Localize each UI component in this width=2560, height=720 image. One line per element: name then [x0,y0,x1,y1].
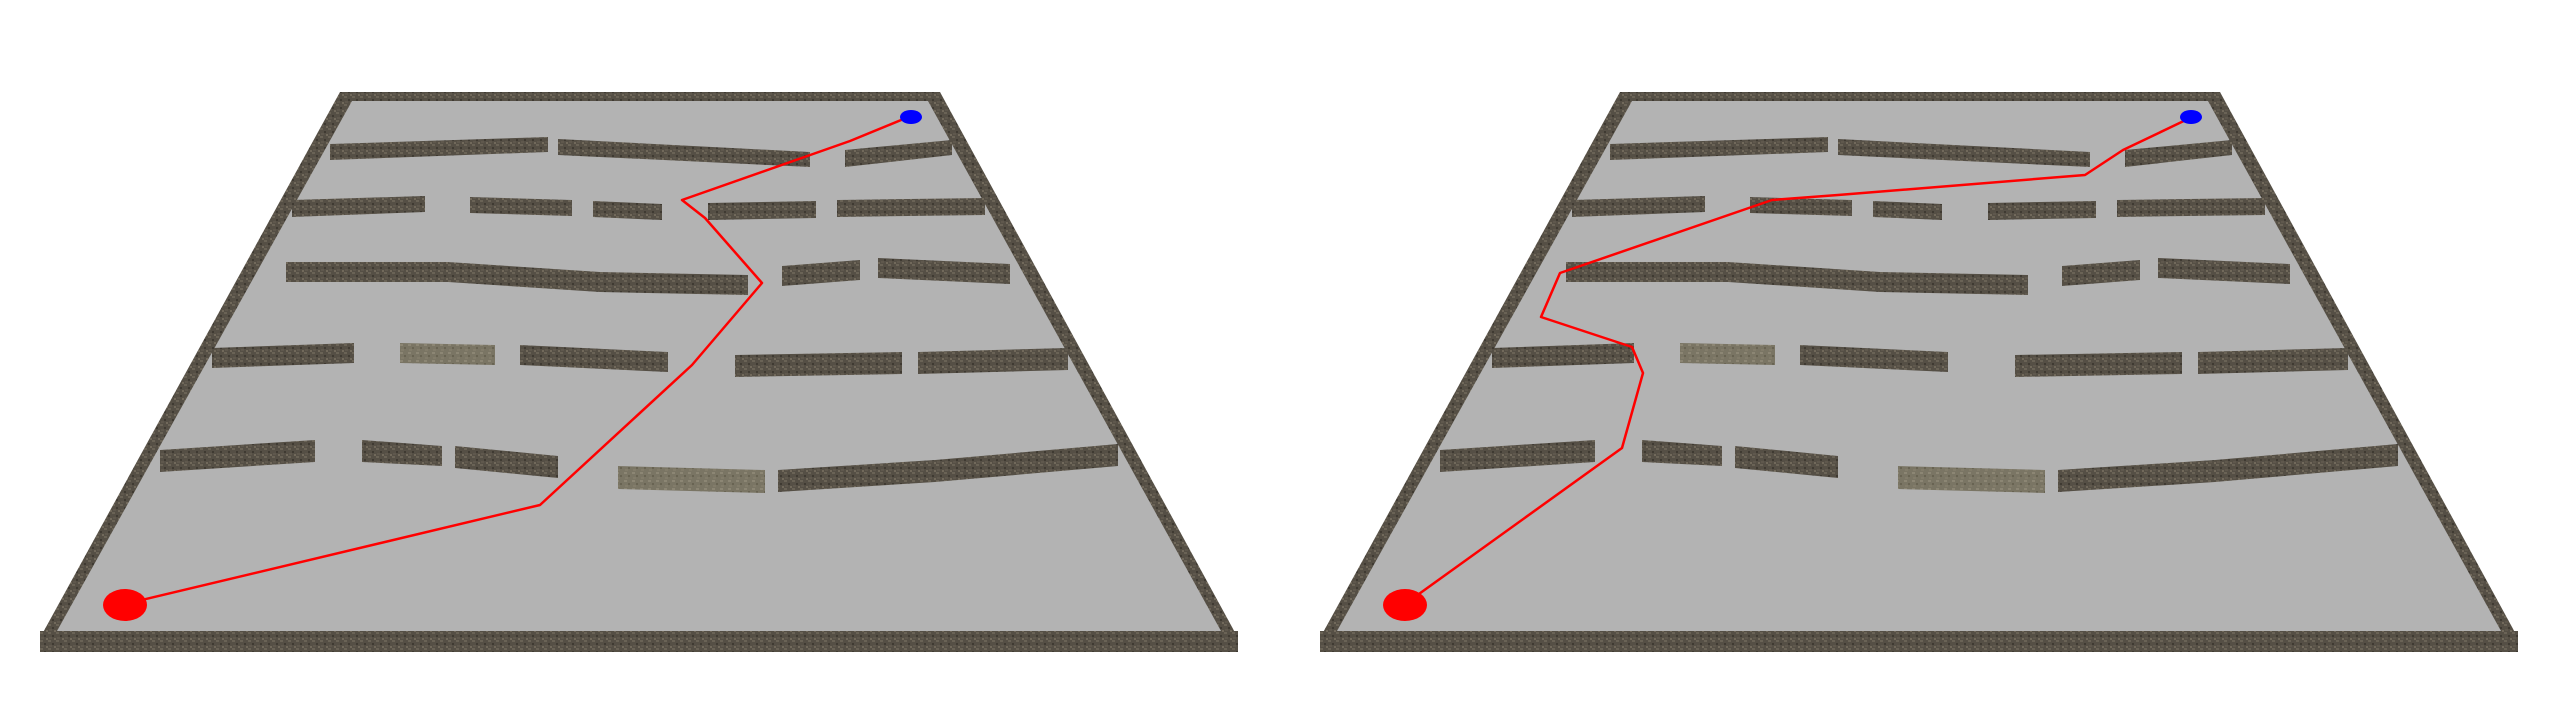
maze-wall-segment [1642,440,1722,466]
goal-marker [2180,110,2202,124]
maze-wall-segment [2015,352,2182,377]
maze-wall-segment [1800,345,1948,372]
wall-row-5 [160,440,1118,493]
wall-row-1 [330,137,952,167]
start-marker [1383,589,1427,621]
wall-row-3 [1566,258,2290,295]
maze-wall-segment [286,262,748,295]
maze-wall-segment [470,197,572,216]
maze-front-wall [1320,631,2518,652]
maze-wall-segment [2062,260,2140,286]
maze-wall-segment [212,343,354,368]
wall-row-2 [292,196,985,220]
maze-wall-segment [2058,444,2398,492]
maze-wall-segment [2198,348,2348,374]
wall-row-5 [1440,440,2398,493]
maze-wall-segment [1838,139,2090,167]
wall-row-4 [212,343,1068,377]
maze-wall-segment [558,139,810,167]
maze-wall-segment [362,440,442,466]
right-maze-view [1320,92,2518,652]
maze-front-wall [40,631,1238,652]
left-maze-view [40,92,1238,652]
maze-wall-segment [1735,446,1838,478]
maze-wall-segment [782,260,860,286]
maze-wall-segment [778,444,1118,492]
maze-wall-segment [1898,466,2045,493]
start-marker [103,589,147,621]
maze-wall-segment [455,446,558,478]
maze-wall-segment [1566,262,2028,295]
maze-wall-segment [292,196,425,217]
maze-wall-segment [708,201,816,220]
maze-wall-segment [1750,197,1852,216]
maze-wall-segment [918,348,1068,374]
maze-wall-segment [1492,343,1634,368]
maze-wall-segment [520,345,668,372]
maze-wall-segment [1873,201,1942,220]
maze-wall-segment [160,440,315,472]
maze-wall-segment [400,343,495,365]
maze-wall-segment [330,137,548,160]
solution-path [124,116,907,606]
wall-row-4 [1492,343,2348,377]
wall-row-3 [286,258,1010,295]
maze-wall-segment [2125,140,2232,167]
maze-wall-segment [2158,258,2290,284]
maze-wall-segment [2117,198,2265,217]
maze-wall-segment [618,466,765,493]
solution-path [1404,116,2191,606]
maze-wall-segment [735,352,902,377]
wall-row-2 [1572,196,2265,220]
maze-wall-segment [593,201,662,220]
maze-wall-segment [1610,137,1828,160]
maze-wall-segment [1988,201,2096,220]
wall-row-1 [1610,137,2232,167]
maze-wall-segment [1680,343,1775,365]
maze-wall-segment [1440,440,1595,472]
maze-wall-segment [878,258,1010,284]
maze-wall-segment [845,140,952,167]
maze-wall-segment [1572,196,1705,217]
goal-marker [900,110,922,124]
maze-wall-segment [837,198,985,217]
